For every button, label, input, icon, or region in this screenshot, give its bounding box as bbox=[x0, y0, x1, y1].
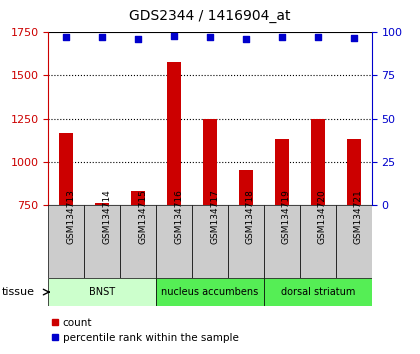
Bar bbox=[311, 119, 325, 205]
Text: nucleus accumbens: nucleus accumbens bbox=[161, 287, 259, 297]
Bar bbox=[167, 62, 181, 205]
Bar bbox=[48, 205, 84, 278]
Bar bbox=[336, 205, 372, 278]
Bar bbox=[84, 205, 120, 278]
Text: GSM134714: GSM134714 bbox=[102, 189, 111, 244]
Point bbox=[171, 33, 177, 39]
Text: GSM134717: GSM134717 bbox=[210, 189, 219, 244]
Bar bbox=[192, 205, 228, 278]
Text: dorsal striatum: dorsal striatum bbox=[281, 287, 355, 297]
Point bbox=[350, 35, 357, 41]
Text: GSM134716: GSM134716 bbox=[174, 189, 183, 244]
Text: tissue: tissue bbox=[2, 287, 35, 297]
Point bbox=[207, 34, 213, 40]
Bar bbox=[264, 278, 372, 306]
Text: GSM134721: GSM134721 bbox=[354, 189, 363, 244]
Bar bbox=[59, 133, 74, 205]
Text: GSM134713: GSM134713 bbox=[66, 189, 75, 244]
Text: GSM134720: GSM134720 bbox=[318, 189, 327, 244]
Text: GSM134715: GSM134715 bbox=[138, 189, 147, 244]
Bar bbox=[228, 205, 264, 278]
Bar bbox=[346, 139, 361, 205]
Text: GSM134718: GSM134718 bbox=[246, 189, 255, 244]
Text: GDS2344 / 1416904_at: GDS2344 / 1416904_at bbox=[129, 9, 291, 23]
Point bbox=[315, 34, 321, 40]
Bar bbox=[120, 205, 156, 278]
Legend: count, percentile rank within the sample: count, percentile rank within the sample bbox=[47, 314, 243, 347]
Point bbox=[99, 34, 105, 40]
Bar bbox=[131, 190, 145, 205]
Bar bbox=[156, 278, 264, 306]
Text: GSM134719: GSM134719 bbox=[282, 189, 291, 244]
Bar bbox=[156, 205, 192, 278]
Point bbox=[63, 34, 70, 40]
Bar bbox=[48, 278, 156, 306]
Bar bbox=[275, 139, 289, 205]
Point bbox=[278, 34, 285, 40]
Text: BNST: BNST bbox=[89, 287, 115, 297]
Point bbox=[243, 36, 249, 42]
Bar bbox=[95, 203, 109, 205]
Point bbox=[135, 36, 142, 42]
Bar bbox=[239, 170, 253, 205]
Bar bbox=[300, 205, 336, 278]
Bar bbox=[264, 205, 300, 278]
Bar bbox=[203, 119, 217, 205]
